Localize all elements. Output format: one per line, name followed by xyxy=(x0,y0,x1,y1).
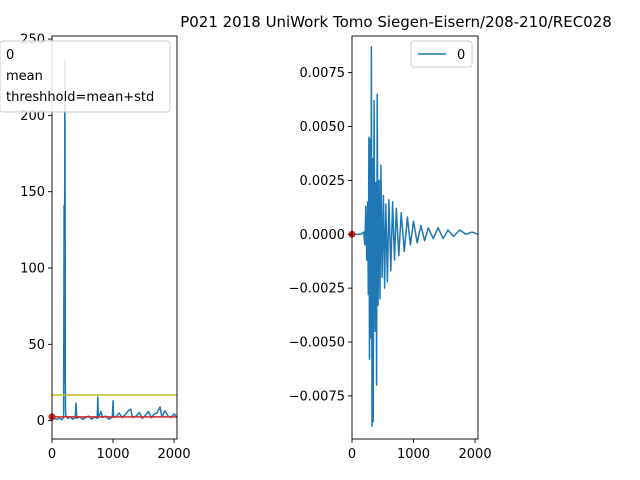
y-tick-label: 50 xyxy=(28,338,45,353)
y-tick-label: 100 xyxy=(20,262,45,277)
y-tick-label: 0 xyxy=(37,414,45,429)
y-tick-label: 0.0075 xyxy=(300,66,346,81)
y-tick-label: 0.0000 xyxy=(300,228,346,243)
legend-entry: threshhold=mean+std xyxy=(6,90,154,105)
x-tick-label: 2000 xyxy=(158,447,191,462)
legend-box xyxy=(0,40,171,113)
y-tick-label: −0.0025 xyxy=(289,282,345,297)
series-line-0 xyxy=(352,46,478,427)
legend-entry: 0 xyxy=(6,48,14,63)
axes-frame xyxy=(51,35,178,440)
axes-frame xyxy=(351,35,479,440)
series-line-0 xyxy=(52,59,177,421)
x-tick-label: 0 xyxy=(48,447,56,462)
x-tick-label: 2000 xyxy=(459,447,492,462)
x-tick-label: 1000 xyxy=(96,447,129,462)
legend-entry: 0 xyxy=(457,48,465,63)
x-tick-label: 1000 xyxy=(397,447,430,462)
x-tick-label: 0 xyxy=(348,447,356,462)
plot-area xyxy=(52,59,177,421)
left-chart-panel: 0 1000 20000501001502002500meanthreshhold=… xyxy=(0,33,191,462)
y-tick-label: −0.0075 xyxy=(289,389,345,404)
y-tick-label: 0.0050 xyxy=(300,120,346,135)
right-chart-panel: 0 1000 2000 0.0075 0.0050 0.0025 0.0000 −0.0025… xyxy=(289,35,492,462)
y-tick-label: 0.0025 xyxy=(300,174,346,189)
legend-entry: mean xyxy=(6,69,43,84)
plot-area xyxy=(352,46,478,427)
y-tick-label: 200 xyxy=(20,109,45,124)
y-tick-label: 150 xyxy=(20,185,45,200)
y-tick-label: −0.0050 xyxy=(289,336,345,351)
figure-title: P021 2018 UniWork Tomo Siegen-Eisern/208… xyxy=(180,13,612,31)
